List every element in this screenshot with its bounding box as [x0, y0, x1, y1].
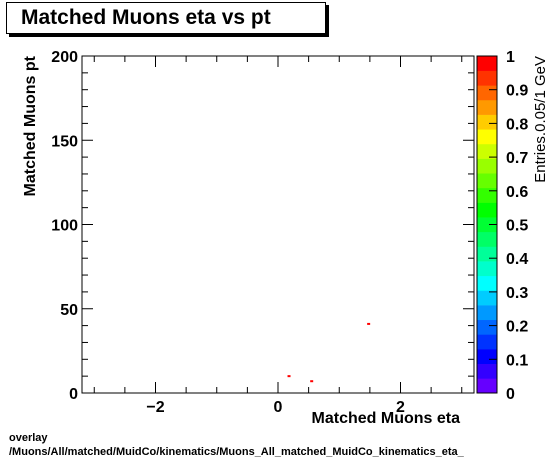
- palette-segment: [477, 158, 497, 174]
- y-tick-label: 200: [51, 49, 78, 66]
- palette-segment: [477, 319, 497, 335]
- palette-segment: [477, 378, 497, 394]
- x-tick-label: −2: [146, 399, 164, 416]
- palette-tick-label: 0.3: [506, 285, 528, 302]
- chart-title: Matched Muons eta vs pt: [21, 6, 271, 29]
- palette-axis-title: Entries.0.05/1 GeV: [532, 56, 546, 183]
- palette-segment: [477, 114, 497, 130]
- palette-tick-label: 1: [506, 49, 515, 66]
- data-point: [310, 380, 314, 383]
- palette-segment: [477, 275, 497, 291]
- x-axis-title: Matched Muons eta: [312, 410, 461, 427]
- palette-segment: [477, 217, 497, 233]
- palette-segment: [477, 290, 497, 306]
- data-point: [287, 375, 291, 378]
- y-tick-label: 50: [60, 302, 78, 319]
- palette-segment: [477, 246, 497, 262]
- footer-path-label: /Muons/All/matched/MuidCo/kinematics/Muo…: [9, 446, 464, 458]
- palette-segment: [477, 70, 497, 86]
- palette-tick-label: 0: [506, 386, 515, 403]
- palette-segment: [477, 305, 497, 321]
- palette-tick-label: 0.2: [506, 319, 528, 336]
- palette-segment: [477, 202, 497, 218]
- y-axis-title: Matched Muons pt: [22, 55, 39, 196]
- palette-segment: [477, 85, 497, 101]
- palette-segment: [477, 99, 497, 115]
- footer-overlay-label: overlay: [9, 432, 48, 444]
- data-point: [367, 322, 371, 325]
- palette-segment: [477, 56, 497, 71]
- x-tick-label: 2: [396, 399, 405, 416]
- palette-tick-label: 0.4: [506, 251, 528, 268]
- palette-segment: [477, 334, 497, 350]
- palette-segment: [477, 363, 497, 379]
- title-box: Matched Muons eta vs pt: [6, 2, 326, 34]
- x-tick-label: 0: [274, 399, 283, 416]
- palette-tick-label: 0.8: [506, 116, 528, 133]
- palette-segment: [477, 129, 497, 145]
- palette-segment: [477, 173, 497, 189]
- palette-tick-label: 0.5: [506, 218, 528, 235]
- y-tick-label: 100: [51, 218, 78, 235]
- palette-segment: [477, 231, 497, 247]
- y-tick-label: 150: [51, 133, 78, 150]
- palette-tick-label: 0.7: [506, 150, 528, 167]
- palette-tick-label: 0.9: [506, 83, 528, 100]
- plot-frame: [81, 55, 475, 394]
- palette-tick-label: 0.1: [506, 352, 528, 369]
- palette-segment: [477, 187, 497, 203]
- palette-segment: [477, 261, 497, 277]
- palette-segment: [477, 143, 497, 159]
- palette-segment: [477, 349, 497, 364]
- y-tick-label: 0: [69, 386, 78, 403]
- palette-tick-label: 0.6: [506, 184, 528, 201]
